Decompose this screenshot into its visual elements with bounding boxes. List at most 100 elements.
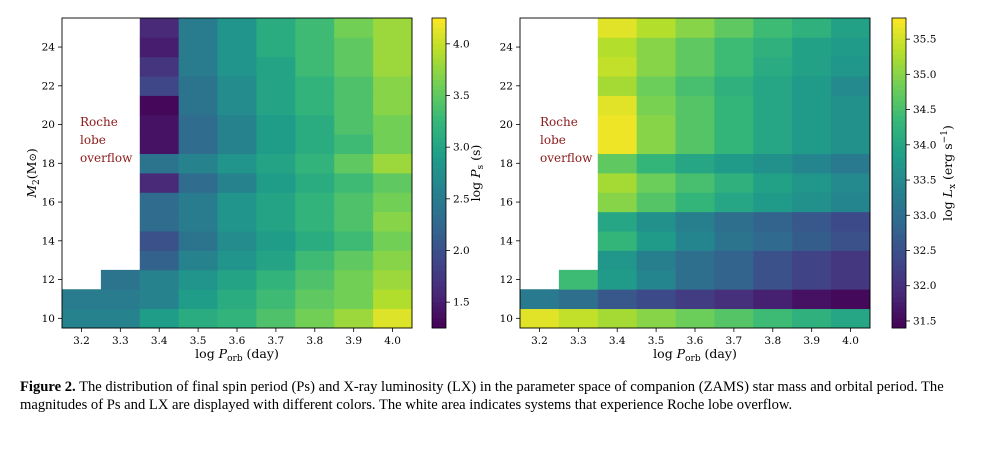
heatmap-cell — [217, 250, 257, 271]
heatmap-cell — [100, 289, 141, 310]
colorbar-segment — [432, 157, 446, 164]
y-axis-label: M2(M⊙) — [24, 148, 42, 199]
heatmap-cell — [217, 308, 257, 329]
heatmap-cell — [139, 231, 180, 251]
colorbar: 31.5 32.0 32.5 33.0 33.5 34.0 34.5 35.0 35.5 log … — [891, 17, 958, 329]
heatmap-cell — [831, 153, 871, 174]
x-tick-label: 4.0 — [384, 335, 401, 347]
heatmap-cell — [675, 95, 715, 116]
chart-panel-1: 3.2 3.3 3.4 3.5 3.6 3.7 3.8 3.9 4.0 10 12 14 16 18 20 2… — [24, 17, 486, 364]
heatmap-cell — [636, 114, 676, 135]
colorbar-segment — [432, 142, 446, 148]
y-tick-label: 10 — [42, 313, 55, 325]
colorbar-segment — [892, 291, 906, 298]
heatmap-cell — [256, 269, 296, 290]
heatmap-cell — [100, 308, 141, 329]
heatmap-cell — [675, 37, 715, 58]
heatmap-cell — [217, 37, 257, 58]
roche-annotation: Roche — [540, 115, 578, 129]
colorbar-segment — [432, 80, 446, 86]
heatmap-cell — [753, 76, 793, 96]
heatmap-cell — [675, 153, 715, 174]
heatmap-cell — [792, 308, 832, 329]
heatmap-cell — [295, 289, 335, 310]
roche-annotation: overflow — [80, 151, 133, 165]
colorbar-segment — [432, 317, 446, 324]
heatmap-cell — [597, 95, 638, 116]
colorbar-segment — [432, 276, 446, 282]
colorbar-segment — [892, 162, 906, 169]
colorbar-segment — [432, 245, 446, 251]
heatmap-cell — [217, 173, 257, 193]
heatmap-cell — [178, 56, 218, 77]
heatmap-cell — [831, 76, 871, 96]
heatmap-cell — [139, 308, 180, 329]
heatmap-cell — [675, 289, 715, 310]
heatmap-cell — [831, 173, 871, 193]
heatmap-cell — [295, 76, 335, 96]
colorbar-segment — [892, 322, 906, 329]
heatmap-cell — [714, 95, 754, 116]
y-tick-label: 18 — [500, 158, 513, 170]
heatmap-cell — [597, 269, 638, 290]
x-tick-label: 3.5 — [190, 335, 207, 347]
colorbar-segment — [892, 260, 906, 267]
colorbar-tick-label: 3.5 — [453, 90, 470, 102]
colorbar-label: log Lx (erg s−1) — [940, 125, 958, 221]
colorbar-segment — [432, 173, 446, 179]
heatmap-cell — [139, 37, 180, 58]
heatmap-cell — [753, 269, 793, 290]
heatmap-cell — [636, 231, 676, 251]
heatmap-cell — [334, 192, 374, 213]
heatmap-cell — [597, 289, 638, 310]
heatmap-cell — [139, 173, 180, 193]
y-tick-label: 18 — [42, 158, 55, 170]
heatmap-cell — [334, 269, 374, 290]
heatmap-cell — [373, 56, 413, 77]
heatmap-cell — [334, 231, 374, 251]
heatmap-cell — [597, 173, 638, 193]
colorbar-segment — [432, 100, 446, 107]
colorbar-segment — [892, 80, 906, 86]
heatmap-cell — [256, 308, 296, 329]
heatmap-cell — [753, 231, 793, 251]
colorbar-segment — [432, 183, 446, 189]
heatmap-cell — [714, 269, 754, 290]
colorbar-segment — [892, 173, 906, 179]
heatmap-cell — [139, 269, 180, 290]
heatmap-cell — [636, 269, 676, 290]
colorbar-segment — [892, 240, 906, 246]
colorbar-segment — [892, 85, 906, 91]
x-tick-label: 3.6 — [687, 335, 704, 347]
heatmap-cell — [217, 192, 257, 213]
colorbar: 1.5 2.0 2.5 3.0 3.5 4.0 log Ps (s) — [431, 17, 486, 329]
heatmap-cell — [295, 231, 335, 251]
heatmap-cell — [792, 289, 832, 310]
heatmap-cell — [295, 269, 335, 290]
heatmap-cell — [597, 76, 638, 96]
caption-text: The distribution of final spin period (P… — [20, 379, 944, 413]
heatmap-cell — [714, 18, 754, 38]
heatmap-cell — [178, 114, 218, 135]
heatmap-cell — [373, 114, 413, 135]
heatmap-cell — [753, 134, 793, 155]
heatmap-cell — [334, 250, 374, 271]
colorbar-segment — [892, 235, 906, 241]
colorbar-segment — [892, 54, 906, 60]
heatmap-cell — [753, 37, 793, 58]
colorbar-segment — [432, 281, 446, 288]
colorbar-segment — [892, 100, 906, 107]
colorbar-segment — [892, 229, 906, 236]
caption-label: Figure 2. — [20, 379, 76, 395]
colorbar-segment — [432, 266, 446, 272]
heatmap-cell — [217, 56, 257, 77]
heatmap-cell — [831, 192, 871, 213]
roche-annotation: Roche — [80, 115, 118, 129]
colorbar-segment — [432, 64, 446, 71]
heatmap-cell — [256, 250, 296, 271]
colorbar-segment — [892, 312, 906, 319]
heatmap-cell — [295, 114, 335, 135]
colorbar-frame — [891, 17, 907, 329]
heatmap-cell — [675, 211, 715, 232]
colorbar-segment — [432, 33, 446, 40]
